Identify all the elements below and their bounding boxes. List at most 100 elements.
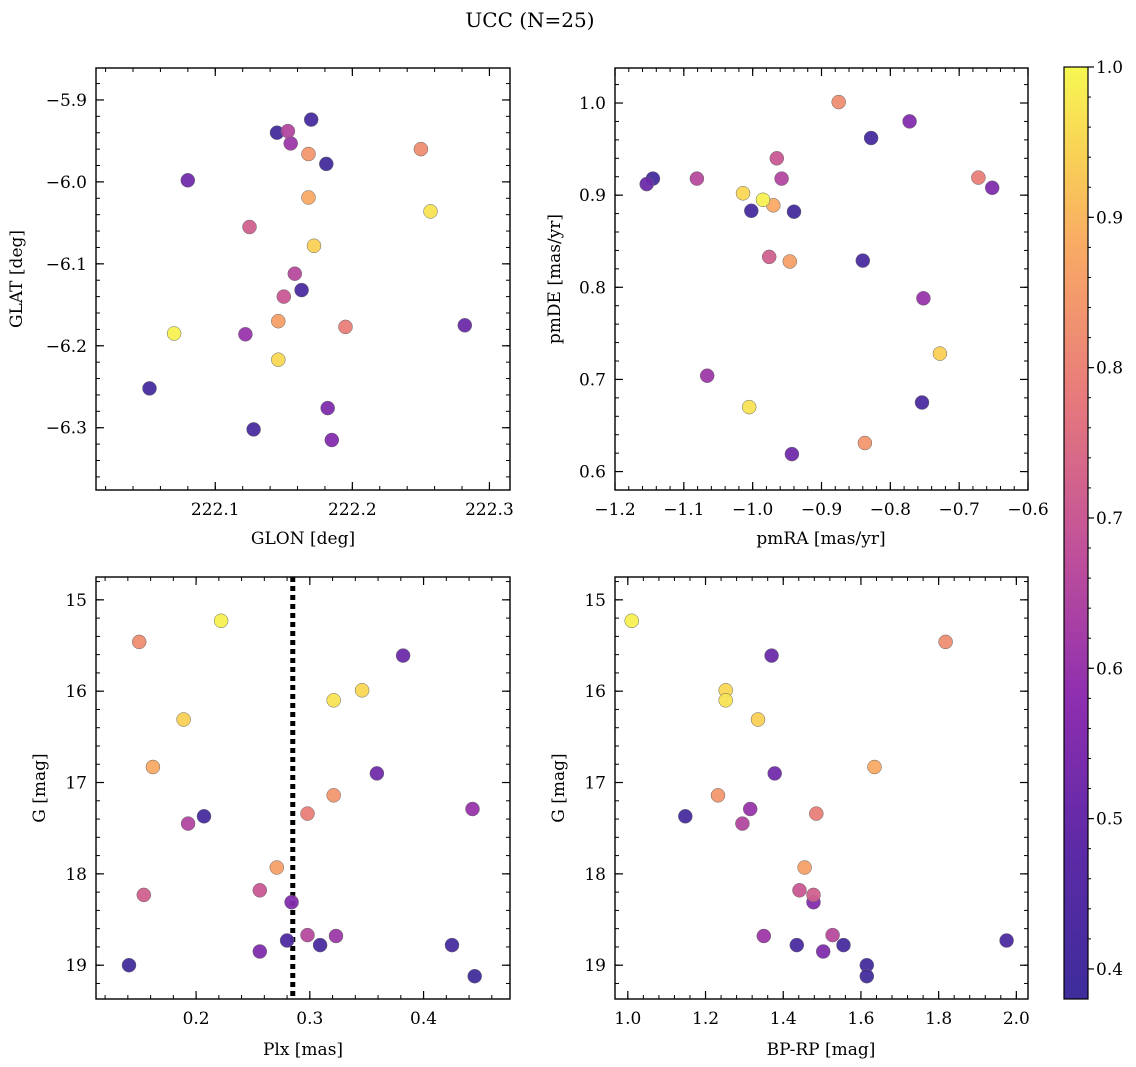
data-point [863, 130, 879, 146]
x-axis-label: pmRA [mas/yr] [756, 529, 885, 549]
y-tick-label: −5.9 [46, 91, 87, 111]
data-point [180, 816, 196, 831]
data-point [354, 683, 370, 698]
x-tick-label: −0.9 [801, 500, 842, 520]
y-tick-label: 0.8 [579, 278, 606, 298]
data-point [301, 190, 316, 205]
data-point [735, 186, 751, 201]
data-point [300, 806, 315, 821]
x-tick-label: 0.3 [296, 1009, 323, 1029]
data-point [756, 928, 772, 944]
data-point [815, 944, 831, 959]
y-axis-label: GLAT [deg] [7, 230, 27, 328]
x-axis-label: BP-RP [mag] [767, 1040, 876, 1060]
data-point [287, 266, 303, 281]
data-point [252, 883, 268, 898]
data-point [180, 173, 196, 188]
data-point [300, 927, 315, 943]
y-tick-label: 19 [65, 956, 87, 976]
data-point [761, 249, 777, 265]
data-point [902, 114, 917, 129]
data-point [750, 712, 766, 727]
colorbar-tick-label: 0.9 [1096, 208, 1123, 228]
data-point [782, 254, 798, 269]
data-point [971, 170, 986, 185]
data-point [742, 801, 758, 817]
x-tick-label: −1.1 [663, 500, 704, 520]
data-point [916, 291, 931, 306]
data-point [784, 446, 800, 462]
panel-proper-motion: −1.2 −1.1 −1.0 −0.9 −0.8 −0.7 −0.6 0.6 0.7 0.8 0.9… [545, 67, 1049, 549]
panel-parallax-magnitude: 0.2 0.3 0.4 15 16 17 18 19 Plx [mas] G [mag] [30, 576, 511, 1060]
data-point [718, 693, 733, 708]
data-point [326, 693, 341, 708]
y-tick-label: 17 [65, 774, 87, 794]
y-axis-label: G [mag] [30, 753, 50, 822]
plot-frame [95, 67, 511, 491]
figure-title: UCC (N=25) [465, 8, 594, 32]
colorbar-gradient [1063, 66, 1089, 1000]
data-point [767, 766, 782, 781]
data-point [639, 176, 654, 192]
data-point [774, 171, 789, 186]
data-point [131, 634, 147, 650]
data-point [276, 289, 292, 304]
data-point [825, 927, 840, 943]
data-point [836, 937, 851, 953]
x-tick-label: −1.0 [732, 500, 773, 520]
data-point [320, 400, 335, 416]
data-point [755, 192, 771, 208]
data-point [271, 313, 286, 329]
data-point [284, 894, 299, 910]
plot-frame [614, 67, 1029, 491]
data-point [999, 933, 1014, 948]
colorbar-tick-label: 0.7 [1096, 509, 1123, 529]
data-point [395, 648, 411, 663]
data-point [465, 801, 480, 817]
x-tick-label: 0.2 [183, 1009, 210, 1029]
x-axis-label: Plx [mas] [263, 1040, 343, 1060]
y-tick-label: 15 [584, 591, 606, 611]
x-tick-label: −0.8 [870, 500, 911, 520]
y-tick-label: 16 [584, 682, 606, 702]
data-point [326, 788, 341, 803]
data-point [831, 94, 846, 110]
data-point [246, 422, 261, 437]
data-point [176, 712, 191, 727]
data-point [413, 141, 429, 157]
data-point [792, 883, 807, 898]
colorbar-tick-label: 0.4 [1096, 960, 1123, 980]
data-point [312, 937, 328, 953]
data-point [809, 806, 824, 821]
y-tick-label: 16 [65, 682, 87, 702]
data-point [301, 146, 316, 162]
data-point [213, 613, 229, 629]
colorbar-tick-label: 0.6 [1096, 659, 1123, 679]
data-point [797, 860, 812, 875]
data-point [303, 112, 319, 127]
y-tick-label: 1.0 [579, 94, 606, 114]
data-point [145, 759, 161, 775]
x-tick-label: 1.6 [847, 1009, 874, 1029]
x-tick-label: −0.6 [1007, 500, 1048, 520]
panel-sky-position: 222.1 222.2 222.3 −5.9 −6.0 −6.1 −6.2 −6.3 GLON … [7, 67, 514, 549]
data-point [735, 816, 750, 831]
data-point [271, 352, 286, 367]
data-point [806, 887, 821, 903]
plot-frame [95, 576, 511, 1000]
y-tick-label: −6.2 [46, 337, 87, 357]
data-point [166, 326, 182, 341]
data-point [859, 968, 875, 984]
data-point [914, 395, 930, 410]
data-point [867, 759, 882, 775]
data-point [121, 957, 137, 973]
data-point [932, 346, 948, 361]
panel-color-magnitude: 1.0 1.2 1.4 1.6 1.8 2.0 15 16 17 18 19 BP-RP [mag] G… [549, 576, 1030, 1060]
data-point [678, 809, 693, 824]
data-point [741, 399, 757, 415]
data-point [280, 123, 296, 139]
y-tick-label: 17 [584, 774, 606, 794]
data-point [136, 887, 152, 903]
y-tick-label: 0.7 [579, 370, 606, 390]
data-point [624, 613, 639, 629]
